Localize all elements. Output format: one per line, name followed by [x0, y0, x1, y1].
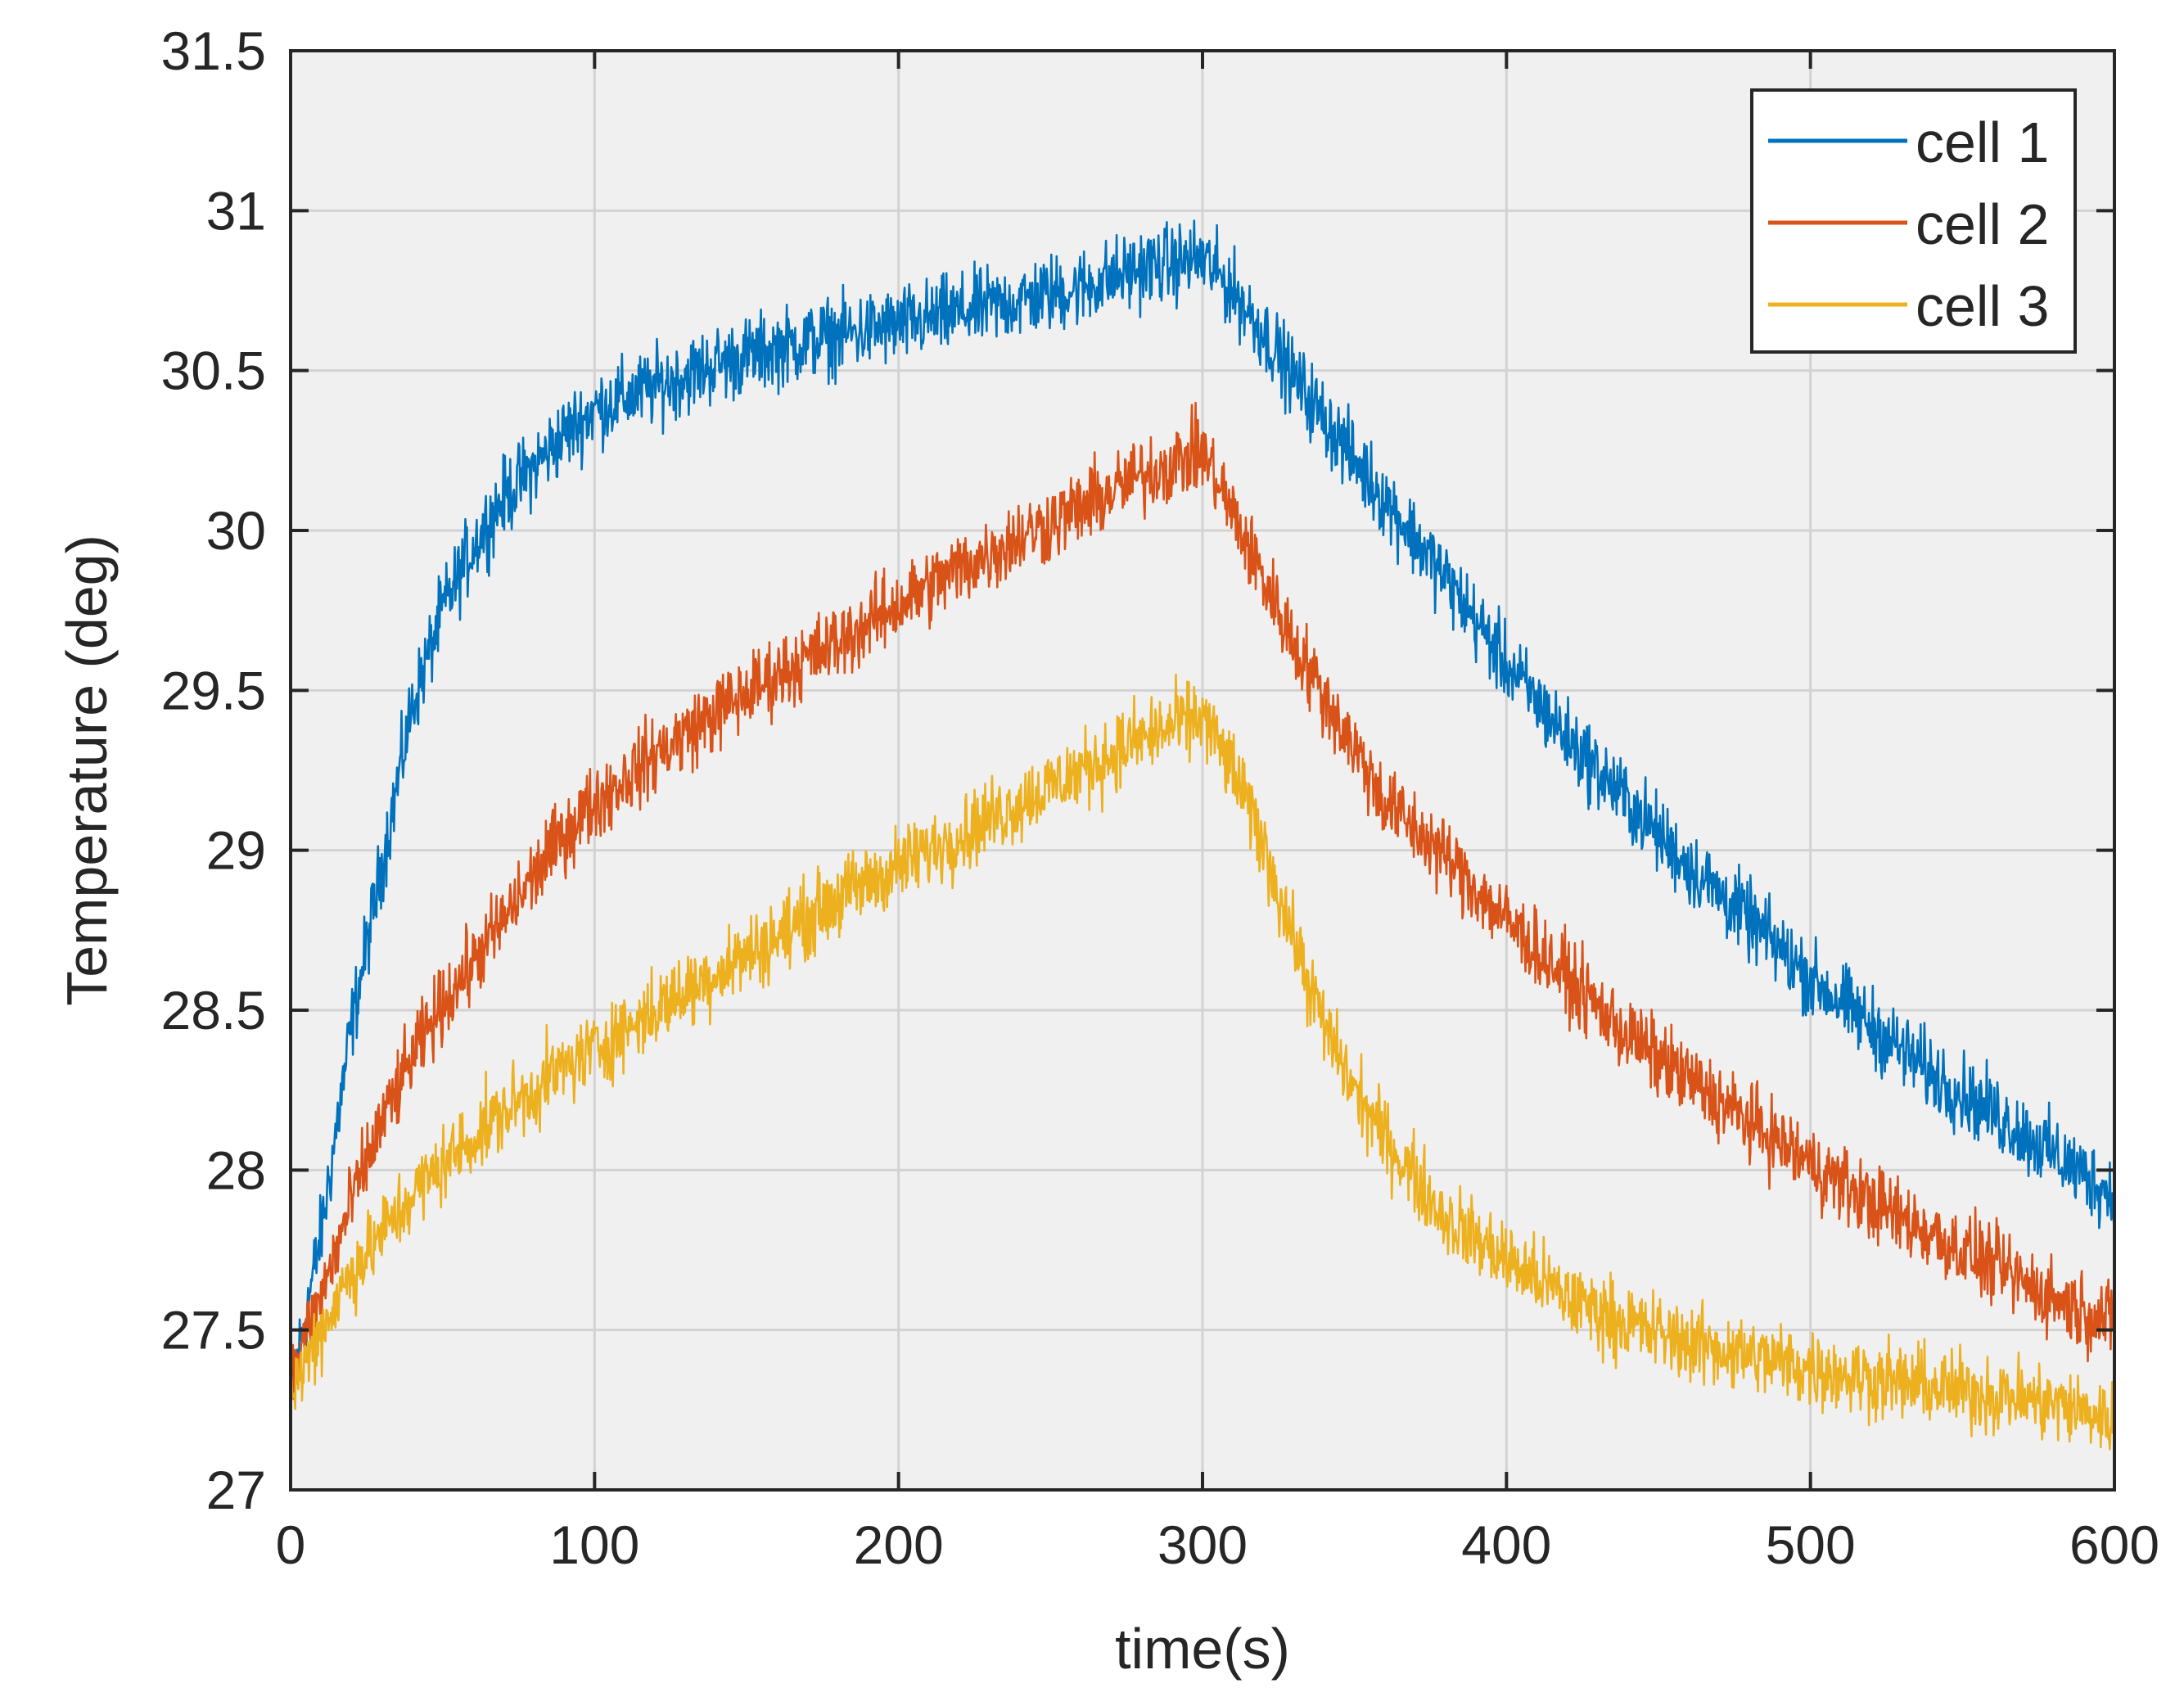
- y-tick-label: 31: [206, 180, 266, 241]
- y-tick-label: 29: [206, 820, 266, 881]
- y-tick-label: 28: [206, 1140, 266, 1200]
- axis-ticks: [289, 49, 2116, 1492]
- legend-label-cell-1: cell 1: [1916, 111, 2049, 174]
- y-tick-label: 31.5: [161, 20, 266, 81]
- x-tick-label: 100: [549, 1514, 639, 1575]
- series-line-cell-2: [289, 401, 2116, 1401]
- x-tick-label: 0: [276, 1514, 306, 1575]
- x-tick-label: 500: [1766, 1514, 1856, 1575]
- x-tick-label: 200: [854, 1514, 944, 1575]
- y-tick-label: 27: [206, 1460, 266, 1520]
- x-tick-label: 600: [2069, 1514, 2159, 1575]
- legend-label-cell-2: cell 2: [1916, 192, 2049, 256]
- y-tick-label: 29.5: [161, 660, 266, 720]
- series-line-cell-1: [289, 219, 2116, 1391]
- legend-label-cell-3: cell 3: [1916, 274, 2049, 338]
- y-tick-label: 27.5: [161, 1300, 266, 1361]
- series-layer: [289, 219, 2116, 1451]
- y-tick-label: 28.5: [161, 980, 266, 1040]
- y-tick-label: 30: [206, 500, 266, 561]
- y-tick-label: 30.5: [161, 341, 266, 401]
- x-tick-label: 300: [1157, 1514, 1248, 1575]
- series-line-cell-3: [289, 673, 2116, 1451]
- x-axis-label: time(s): [1115, 1617, 1290, 1681]
- legend: cell 1 cell 2 cell 3: [1750, 88, 2077, 354]
- y-axis-label: Temperature (deg): [55, 535, 119, 1006]
- tick-labels: 0 100 200 300 400 500 600 27 27.5 28 28.5 29 29.5 30 3…: [161, 20, 2160, 1575]
- x-tick-label: 400: [1461, 1514, 1551, 1575]
